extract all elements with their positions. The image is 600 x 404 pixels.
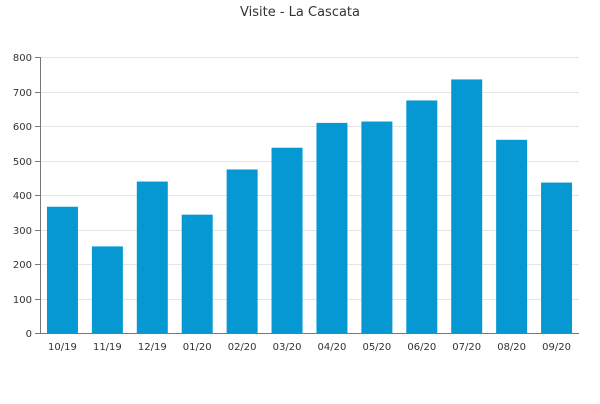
x-tick-label: 01/20 [183, 342, 212, 353]
y-tick-label: 500 [13, 157, 32, 168]
bar-09-20 [541, 182, 573, 333]
grid-lines [40, 57, 579, 300]
bar-03-20 [271, 147, 303, 333]
x-tick-label: 12/19 [138, 342, 167, 353]
y-tick-label: 700 [13, 88, 32, 99]
x-tick-label: 11/19 [93, 342, 122, 353]
bar-04-20 [316, 122, 348, 334]
x-axis-ticks: 10/19 11/19 12/19 01/20 02/20 03/20 04/20 05/20… [48, 342, 571, 353]
chart-title: Visite - La Cascata [240, 5, 360, 20]
y-tick-label: 0 [26, 329, 32, 340]
y-tick-label: 300 [13, 226, 32, 237]
x-tick-label: 07/20 [452, 342, 481, 353]
bar-02-20 [226, 169, 258, 333]
bar-01-20 [181, 214, 213, 333]
x-tick-label: 03/20 [273, 342, 302, 353]
x-tick-label: 09/20 [542, 342, 571, 353]
x-tick-label: 06/20 [407, 342, 436, 353]
y-tick-label: 600 [13, 122, 32, 133]
bar-07-20 [451, 79, 483, 334]
bar-series [46, 79, 573, 334]
y-tick-label: 800 [13, 53, 32, 64]
axes [40, 57, 579, 334]
bar-06-20 [406, 100, 438, 333]
bar-12-19 [136, 181, 168, 333]
y-tick-label: 400 [13, 191, 32, 202]
y-axis-ticks: 0 100 200 300 400 500 600 700 800 [13, 53, 40, 340]
x-tick-label: 02/20 [228, 342, 257, 353]
bar-10-19 [46, 206, 78, 333]
bar-11-19 [91, 246, 123, 333]
x-tick-label: 10/19 [48, 342, 77, 353]
bar-08-20 [496, 139, 528, 333]
x-tick-label: 04/20 [318, 342, 347, 353]
x-tick-label: 05/20 [362, 342, 391, 353]
y-tick-label: 100 [13, 295, 32, 306]
y-tick-label: 200 [13, 260, 32, 271]
x-tick-label: 08/20 [497, 342, 526, 353]
bar-05-20 [361, 121, 393, 334]
